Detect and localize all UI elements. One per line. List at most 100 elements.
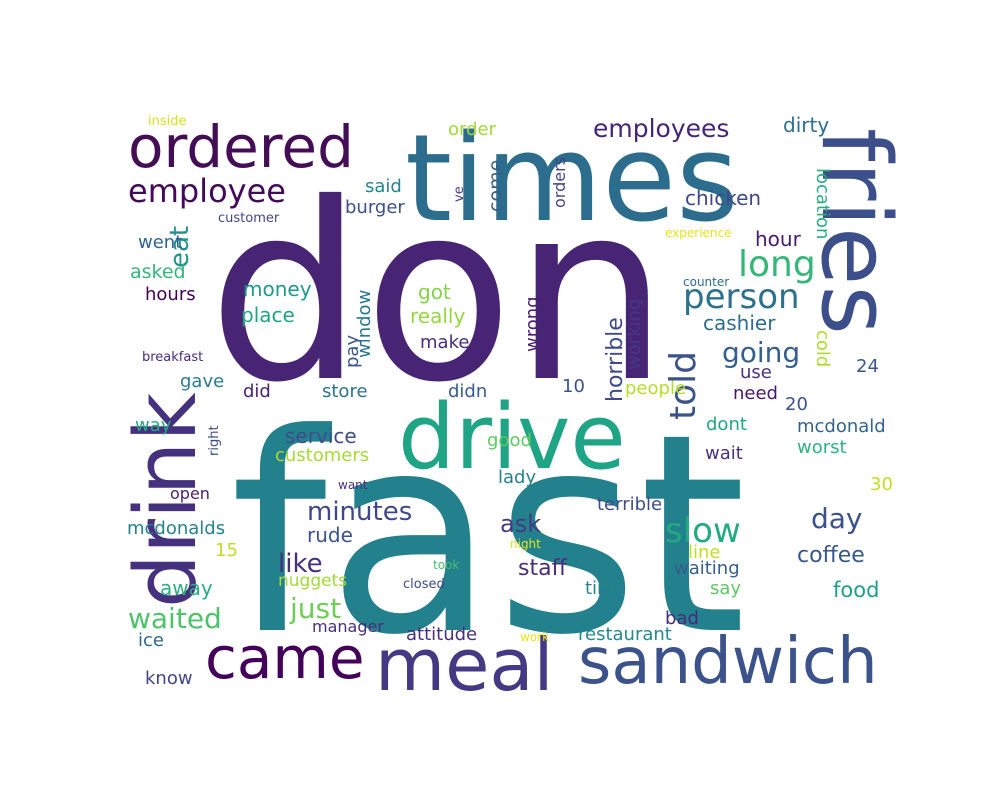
word: gave xyxy=(180,371,224,392)
word: use xyxy=(740,362,772,383)
word: hour xyxy=(755,227,802,251)
word: time xyxy=(585,578,626,599)
word: took xyxy=(433,558,459,572)
word: asked xyxy=(130,261,186,283)
word: manager xyxy=(312,617,384,636)
word: minutes xyxy=(307,497,412,527)
word: wrong xyxy=(522,296,543,352)
word: store xyxy=(322,381,368,402)
word: meal xyxy=(375,623,554,707)
word: like xyxy=(278,549,323,579)
word: food xyxy=(833,578,879,602)
word: don xyxy=(208,151,669,436)
word: counter xyxy=(683,275,729,289)
word: good xyxy=(487,430,532,451)
word: employee xyxy=(128,172,286,210)
word: lady xyxy=(498,467,536,488)
word: location xyxy=(812,168,833,239)
word: need xyxy=(733,383,778,404)
word: wait xyxy=(705,443,743,464)
word: money xyxy=(243,277,312,301)
word: bad xyxy=(665,608,699,629)
word: did xyxy=(243,381,271,402)
word: away xyxy=(160,576,213,600)
word: breakfast xyxy=(142,350,203,365)
word: rude xyxy=(307,523,353,547)
word: times xyxy=(405,110,739,249)
word: service xyxy=(285,424,357,448)
word: 10 xyxy=(562,376,585,397)
word: got xyxy=(418,280,451,304)
word: window xyxy=(354,290,375,358)
word: told xyxy=(663,351,704,420)
word: ice xyxy=(138,630,164,651)
word: right xyxy=(207,425,222,456)
word: eat xyxy=(165,226,195,268)
word: know xyxy=(145,668,193,689)
word: long xyxy=(738,244,816,285)
word: coffee xyxy=(797,543,865,568)
word: 15 xyxy=(215,540,238,561)
word: went xyxy=(138,232,182,253)
word: experience xyxy=(665,226,732,240)
word: mcdonalds xyxy=(127,518,225,539)
word: customer xyxy=(218,211,280,226)
word: drink xyxy=(117,392,216,608)
word: going xyxy=(722,336,800,369)
word: make xyxy=(420,332,469,353)
word: worst xyxy=(797,437,847,458)
word: ordered xyxy=(128,113,354,181)
word: orders xyxy=(550,157,569,208)
word: open xyxy=(170,484,210,503)
word: people xyxy=(625,378,686,399)
word: just xyxy=(289,592,341,625)
word: say xyxy=(710,578,741,599)
word: come xyxy=(485,160,507,212)
word: dont xyxy=(706,414,747,435)
word: way xyxy=(135,415,172,436)
word: fries xyxy=(800,128,910,335)
word: 20 xyxy=(785,394,808,415)
word: restaurant xyxy=(578,624,672,645)
word: 24 xyxy=(856,356,879,377)
word: cashier xyxy=(703,311,776,335)
word: fast xyxy=(230,375,746,695)
word: nuggets xyxy=(278,571,347,591)
word: came xyxy=(205,624,365,692)
word: said xyxy=(365,176,402,197)
word: working xyxy=(624,299,645,370)
word: burger xyxy=(345,197,405,218)
word: chicken xyxy=(685,186,761,210)
word: waited xyxy=(128,602,222,635)
word: attitude xyxy=(406,624,477,645)
word: drive xyxy=(398,385,626,490)
word: order xyxy=(448,119,497,140)
word: hours xyxy=(145,284,196,305)
word: staff xyxy=(518,556,568,581)
word: person xyxy=(683,277,800,317)
word: inside xyxy=(148,114,187,129)
word: night xyxy=(510,537,541,551)
word: line xyxy=(688,542,720,563)
word: cold xyxy=(812,330,833,367)
word: really xyxy=(410,304,465,328)
word: dirty xyxy=(783,113,829,137)
word: sandwich xyxy=(578,625,878,699)
word: closed xyxy=(403,577,445,592)
word: ask xyxy=(500,510,541,538)
word: terrible xyxy=(597,494,662,515)
word: customers xyxy=(275,445,369,466)
word: waiting xyxy=(674,558,740,579)
word: horrible xyxy=(603,317,628,402)
word: ve xyxy=(452,186,467,202)
word: pay xyxy=(342,335,363,368)
word: place xyxy=(241,303,295,327)
word: slow xyxy=(665,511,741,551)
word: 30 xyxy=(870,474,893,495)
word: want xyxy=(338,478,368,492)
word: day xyxy=(811,502,863,535)
word: employees xyxy=(593,114,729,143)
word: mcdonald xyxy=(797,416,886,437)
word: didn xyxy=(448,381,487,402)
